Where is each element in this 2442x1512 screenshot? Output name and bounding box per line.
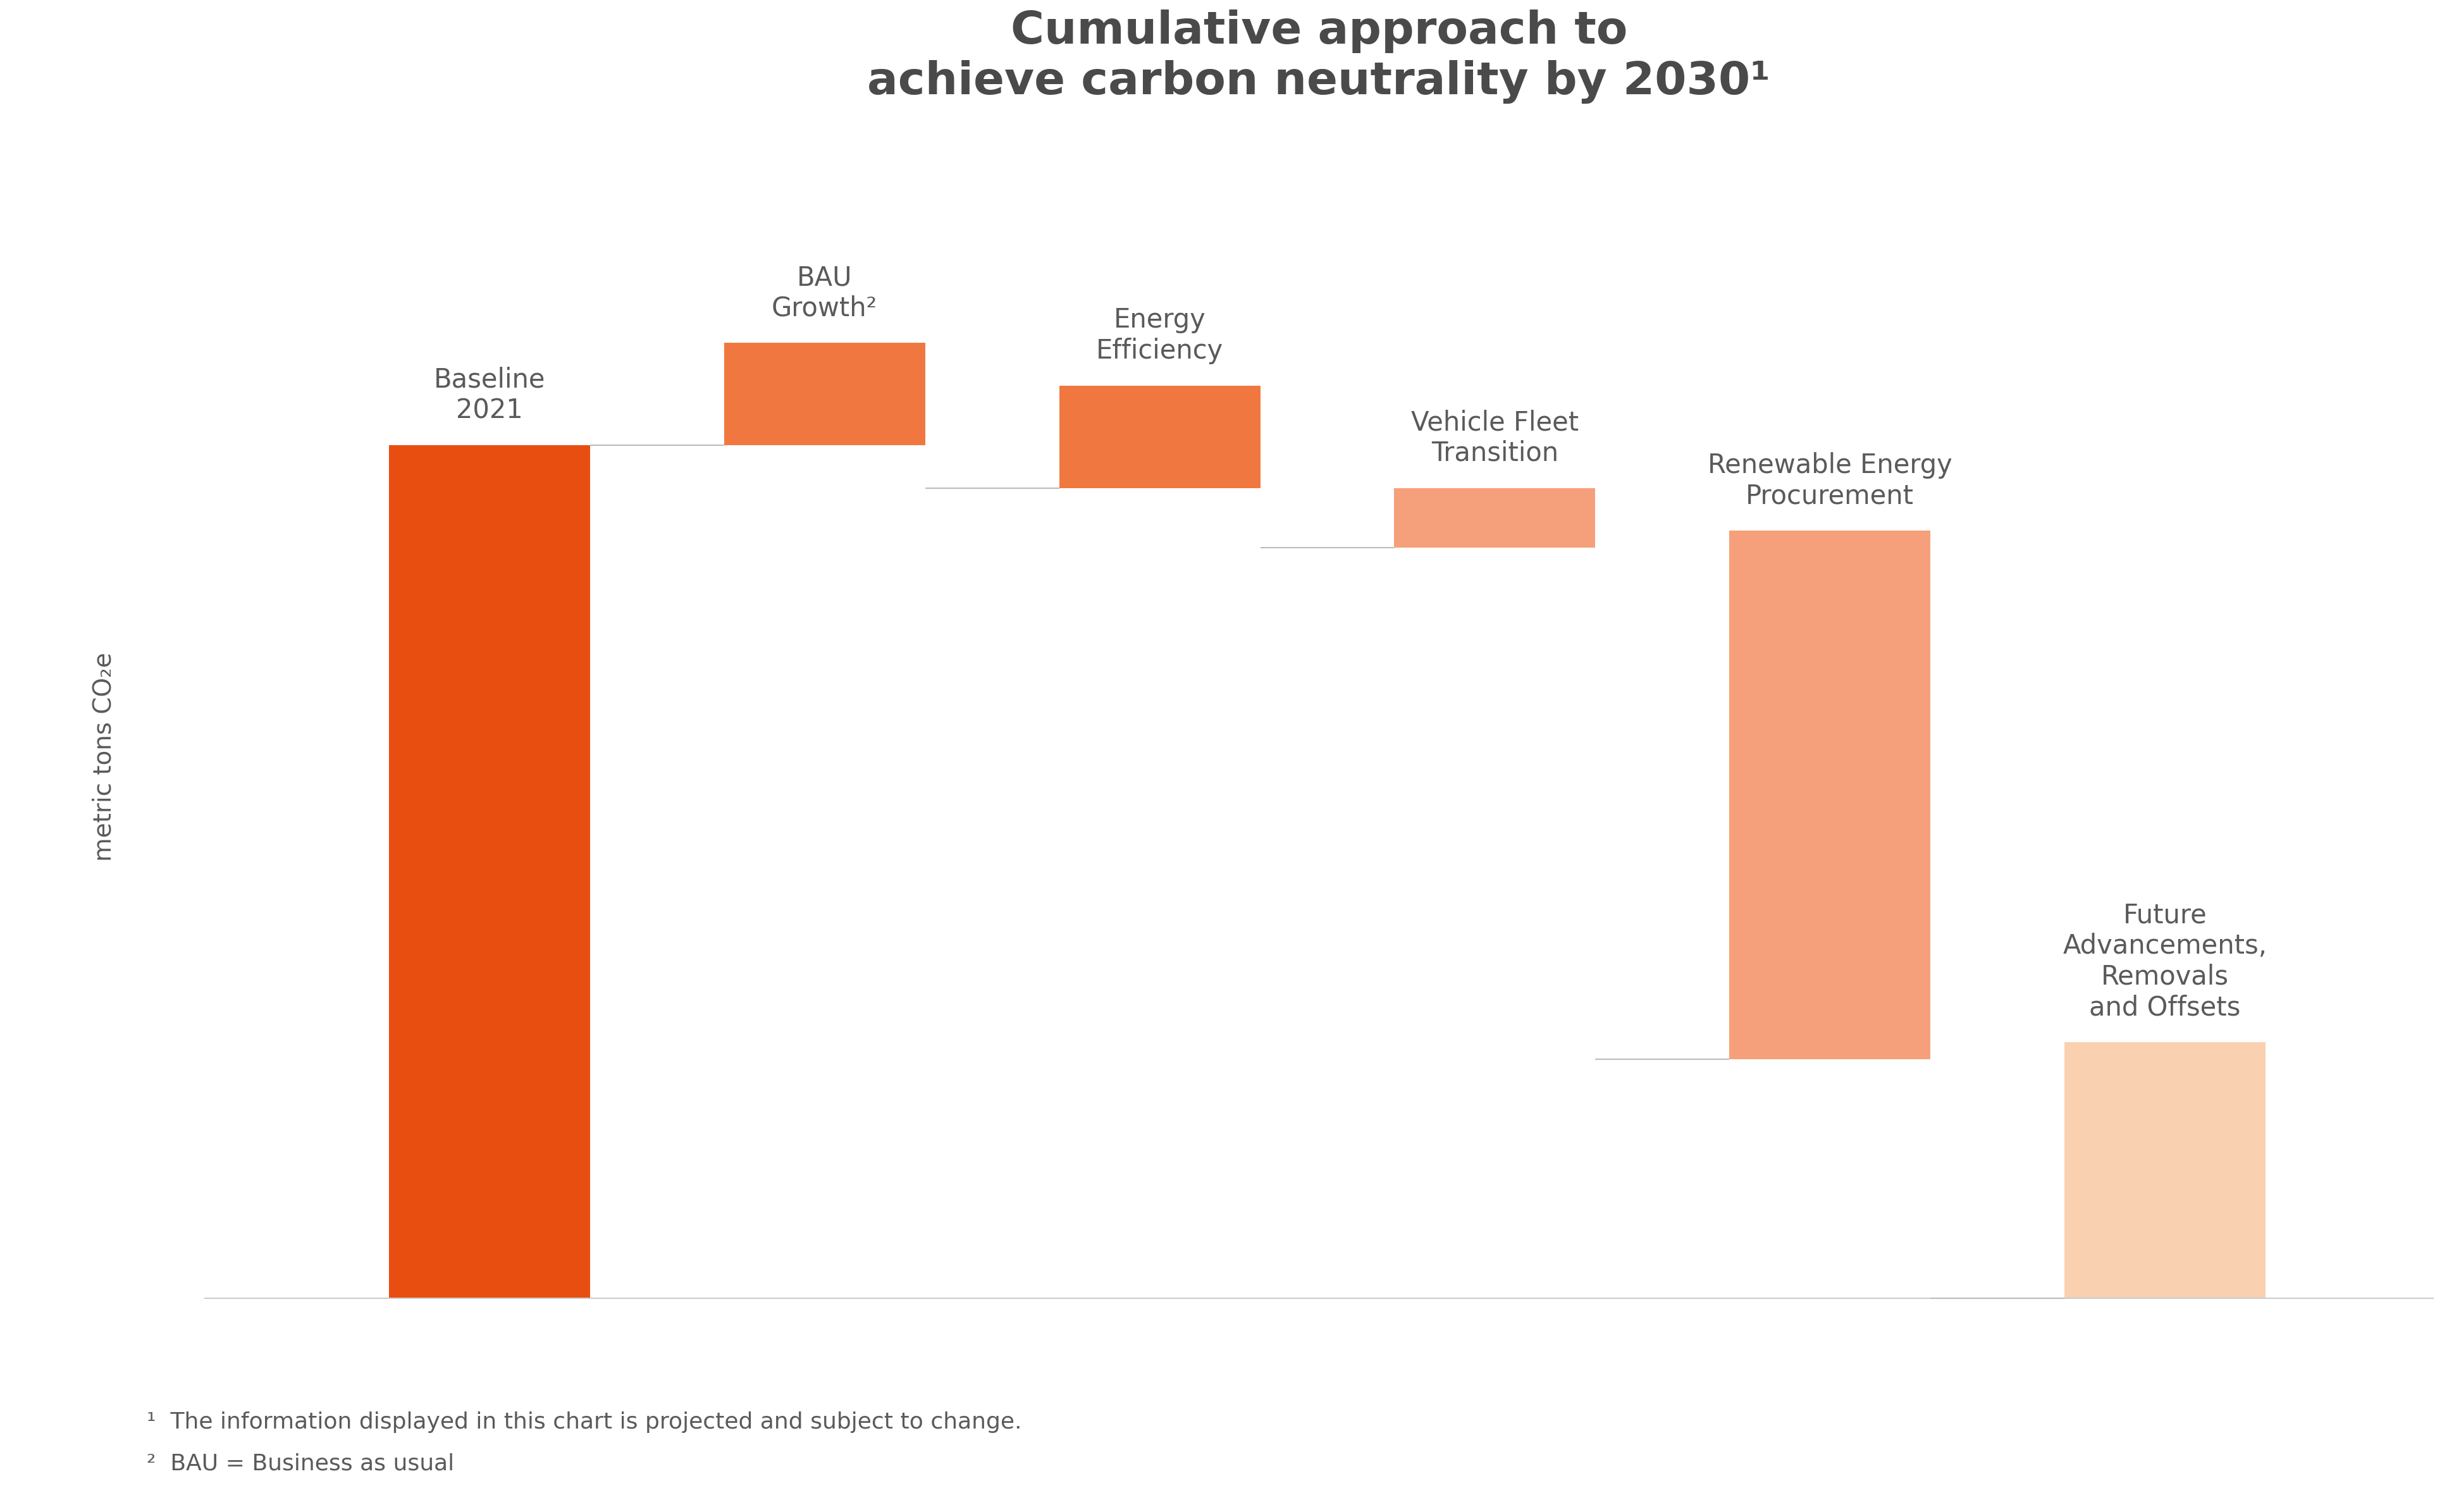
Text: Baseline
2021: Baseline 2021: [435, 367, 545, 423]
Text: Future
Advancements,
Removals
and Offsets: Future Advancements, Removals and Offset…: [2063, 903, 2266, 1021]
Text: ²  BAU = Business as usual: ² BAU = Business as usual: [147, 1453, 454, 1474]
Text: ¹  The information displayed in this chart is projected and subject to change.: ¹ The information displayed in this char…: [147, 1412, 1021, 1433]
Bar: [723, 343, 926, 446]
Bar: [1729, 531, 1929, 1060]
Text: metric tons CO₂e: metric tons CO₂e: [93, 652, 117, 862]
Text: Energy
Efficiency: Energy Efficiency: [1096, 307, 1223, 364]
Text: Renewable Energy
Procurement: Renewable Energy Procurement: [1707, 452, 1951, 510]
Bar: [1060, 386, 1260, 488]
Text: BAU
Growth²: BAU Growth²: [772, 265, 877, 322]
Title: Cumulative approach to
achieve carbon neutrality by 2030¹: Cumulative approach to achieve carbon ne…: [867, 9, 1770, 104]
Bar: [2063, 1042, 2266, 1299]
Text: Vehicle Fleet
Transition: Vehicle Fleet Transition: [1411, 410, 1578, 467]
Bar: [1394, 488, 1595, 547]
Bar: [388, 446, 591, 1299]
